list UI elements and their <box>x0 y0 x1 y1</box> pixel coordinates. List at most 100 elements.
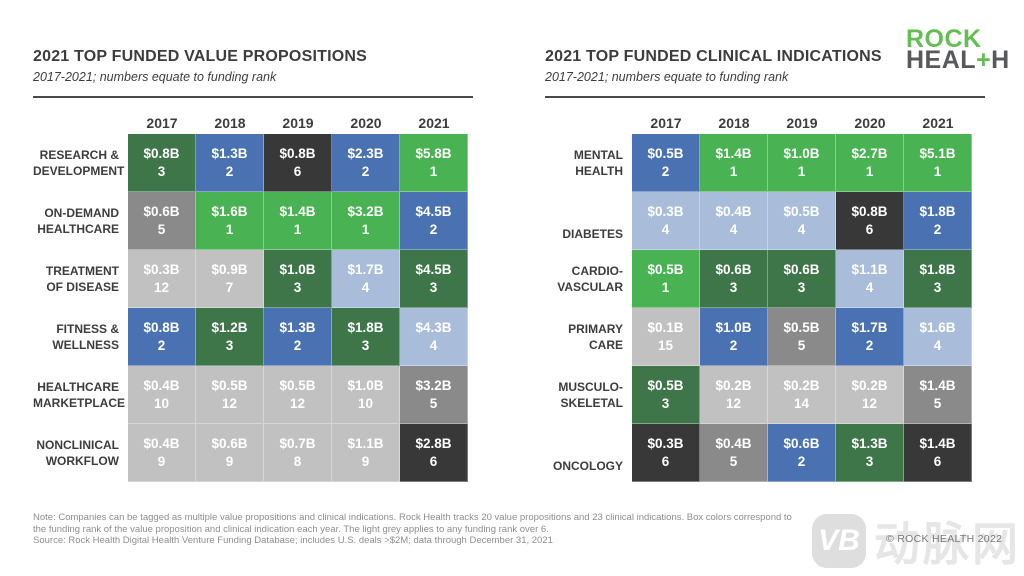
heatmap-cell: $0.2B 14 <box>768 366 836 424</box>
year-column-label: 2018 <box>718 115 750 131</box>
cell-funding-amount: $1.1B <box>851 262 888 277</box>
cell-funding-rank: 6 <box>933 454 942 469</box>
cell-funding-rank: 5 <box>933 396 942 411</box>
year-column-label: 2021 <box>418 115 450 131</box>
cell-funding-amount: $1.8B <box>347 320 384 335</box>
cell-funding-amount: $1.4B <box>715 146 752 161</box>
heatmap-cell: $1.0B 2 <box>700 308 768 366</box>
heatmap-row: TREATMENT OF DISEASE $0.3B 12 $0.9B 7 $1.0B 3 $… <box>33 250 468 308</box>
heatmap-row: DIABETES $0.3B 4 $0.4B 4 $0.5B 4 $0.8B 6 $1.8B 2 <box>545 192 972 250</box>
cell-funding-amount: $0.4B <box>715 204 752 219</box>
cell-funding-rank: 4 <box>429 338 438 353</box>
heatmap-row: ON-DEMAND HEALTHCARE $0.6B 5 $1.6B 1 $1.4B 1 $3… <box>33 192 468 250</box>
cell-funding-amount: $0.8B <box>279 146 316 161</box>
cell-funding-amount: $0.5B <box>783 204 820 219</box>
heatmap-row: MENTAL HEALTH $0.5B 2 $1.4B 1 $1.0B 1 $2.7B 1 $5.… <box>545 134 972 192</box>
cell-funding-rank: 6 <box>661 454 670 469</box>
cell-funding-rank: 4 <box>865 280 874 295</box>
cell-funding-rank: 3 <box>429 280 438 295</box>
heatmap-cell: $1.6B 4 <box>904 308 972 366</box>
heatmap-cell: $0.4B 9 <box>128 424 196 482</box>
cell-funding-amount: $0.5B <box>211 378 248 393</box>
year-column-label: 2019 <box>282 115 314 131</box>
cell-funding-amount: $1.0B <box>783 146 820 161</box>
cell-funding-amount: $0.5B <box>279 378 316 393</box>
row-label: PRIMARY CARE <box>568 322 623 352</box>
heatmap-cell: $2.7B 1 <box>836 134 904 192</box>
heatmap-cell: $1.8B 3 <box>332 308 400 366</box>
row-label: CARDIO- VASCULAR <box>557 264 623 294</box>
cell-funding-rank: 12 <box>861 396 878 411</box>
row-label: HEALTHCARE MARKETPLACE <box>33 380 125 410</box>
footnote-source-line: Source: Rock Health Digital Health Ventu… <box>33 535 553 546</box>
heatmap-cell: $1.8B 3 <box>904 250 972 308</box>
cell-funding-rank: 2 <box>225 164 234 179</box>
cell-funding-amount: $1.3B <box>851 436 888 451</box>
heatmap-cell: $0.6B 3 <box>768 250 836 308</box>
cell-funding-rank: 1 <box>865 164 874 179</box>
cell-funding-amount: $0.6B <box>783 436 820 451</box>
cell-funding-amount: $5.1B <box>919 146 956 161</box>
cell-funding-amount: $0.4B <box>715 436 752 451</box>
heatmap-cell: $0.3B 6 <box>632 424 700 482</box>
heatmap-cell: $0.4B 4 <box>700 192 768 250</box>
cell-funding-amount: $1.4B <box>279 204 316 219</box>
cell-funding-rank: 7 <box>225 280 234 295</box>
heatmap-cell: $1.4B 5 <box>904 366 972 424</box>
heatmap-cell: $1.7B 4 <box>332 250 400 308</box>
cell-funding-amount: $5.8B <box>415 146 452 161</box>
cell-funding-amount: $2.7B <box>851 146 888 161</box>
cell-funding-rank: 9 <box>361 454 370 469</box>
heatmap-cell: $0.7B 8 <box>264 424 332 482</box>
cell-funding-amount: $2.8B <box>415 436 452 451</box>
cell-funding-rank: 3 <box>797 280 806 295</box>
cell-funding-rank: 10 <box>357 396 374 411</box>
cell-funding-amount: $0.3B <box>143 262 180 277</box>
heatmap-cell: $5.1B 1 <box>904 134 972 192</box>
heatmap-cell: $0.5B 2 <box>632 134 700 192</box>
year-column-label: 2020 <box>854 115 886 131</box>
cell-funding-rank: 12 <box>725 396 742 411</box>
cell-funding-amount: $1.6B <box>211 204 248 219</box>
cell-funding-amount: $0.5B <box>647 146 684 161</box>
cell-funding-amount: $1.7B <box>347 262 384 277</box>
cell-funding-amount: $1.1B <box>347 436 384 451</box>
panel-title: 2021 TOP FUNDED CLINICAL INDICATIONS <box>545 48 882 65</box>
cell-funding-amount: $3.2B <box>347 204 384 219</box>
heatmap-cell: $1.1B 4 <box>836 250 904 308</box>
footnote: Note: Companies can be tagged as multipl… <box>33 512 792 547</box>
vb-logo-icon: VB <box>812 514 866 568</box>
cell-funding-rank: 4 <box>361 280 370 295</box>
row-label: ON-DEMAND HEALTHCARE <box>37 206 119 236</box>
cell-funding-rank: 6 <box>865 222 874 237</box>
cell-funding-amount: $0.9B <box>211 262 248 277</box>
rock-health-logo: ROCK HEAL+H <box>906 27 1010 73</box>
cell-funding-rank: 12 <box>289 396 306 411</box>
copyright-text: © ROCK HEALTH 2022 <box>886 533 1003 545</box>
row-label: ONCOLOGY <box>552 459 623 473</box>
heatmap-cell: $0.8B 3 <box>128 134 196 192</box>
cell-funding-rank: 1 <box>797 164 806 179</box>
cell-funding-rank: 14 <box>793 396 810 411</box>
cell-funding-rank: 2 <box>157 338 166 353</box>
heatmap-cell: $1.3B 3 <box>836 424 904 482</box>
heatmap-cell: $3.2B 1 <box>332 192 400 250</box>
cell-funding-rank: 6 <box>293 164 302 179</box>
heatmap-row: CARDIO- VASCULAR $0.5B 1 $0.6B 3 $0.6B 3 $1.1B 4… <box>545 250 972 308</box>
heatmap-grid: RESEARCH & DEVELOPMENT $0.8B 3 $1.3B 2 $0.8B 6… <box>33 134 468 482</box>
watermark-text: 动脉网 <box>874 517 1021 571</box>
cell-funding-amount: $0.3B <box>647 204 684 219</box>
cell-funding-amount: $1.8B <box>919 262 956 277</box>
cell-funding-rank: 9 <box>225 454 234 469</box>
heatmap-cell: $0.3B 4 <box>632 192 700 250</box>
heatmap-cell: $0.5B 12 <box>264 366 332 424</box>
heatmap-row: PRIMARY CARE $0.1B 15 $1.0B 2 $0.5B 5 $1.7B 2 $1.… <box>545 308 972 366</box>
cell-funding-rank: 5 <box>729 454 738 469</box>
year-column-label: 2017 <box>650 115 682 131</box>
cell-funding-amount: $4.3B <box>415 320 452 335</box>
row-label: RESEARCH & DEVELOPMENT <box>33 148 125 178</box>
cell-funding-rank: 2 <box>933 222 942 237</box>
cell-funding-amount: $0.6B <box>783 262 820 277</box>
footnote-note-line2: the funding rank of the value propositio… <box>33 523 549 535</box>
